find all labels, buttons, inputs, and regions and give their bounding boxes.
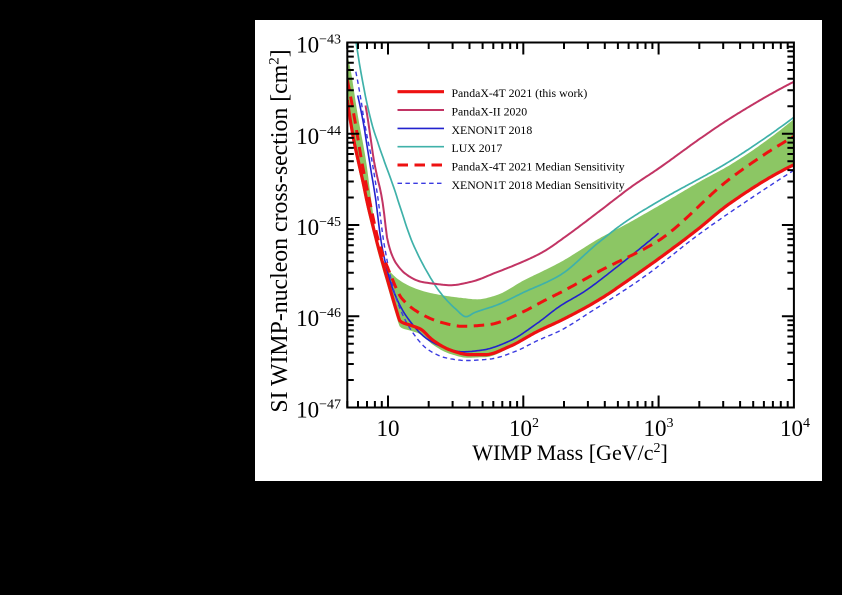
svg-text:WIMP Mass [GeV/c2]: WIMP Mass [GeV/c2] [472, 440, 668, 465]
svg-text:10−44: 10−44 [296, 124, 341, 149]
svg-text:XENON1T 2018: XENON1T 2018 [452, 123, 533, 137]
svg-text:10: 10 [377, 416, 400, 441]
svg-text:PandaX-II 2020: PandaX-II 2020 [452, 105, 528, 119]
svg-text:LUX 2017: LUX 2017 [452, 141, 503, 155]
svg-text:SI WIMP-nucleon cross-section: SI WIMP-nucleon cross-section [cm2] [267, 49, 294, 412]
svg-text:PandaX-4T 2021 (this work): PandaX-4T 2021 (this work) [452, 86, 588, 100]
svg-text:XENON1T 2018 Median Sensitivit: XENON1T 2018 Median Sensitivity [452, 178, 625, 192]
svg-text:PandaX-4T 2021 Median Sensitiv: PandaX-4T 2021 Median Sensitivity [452, 160, 625, 174]
